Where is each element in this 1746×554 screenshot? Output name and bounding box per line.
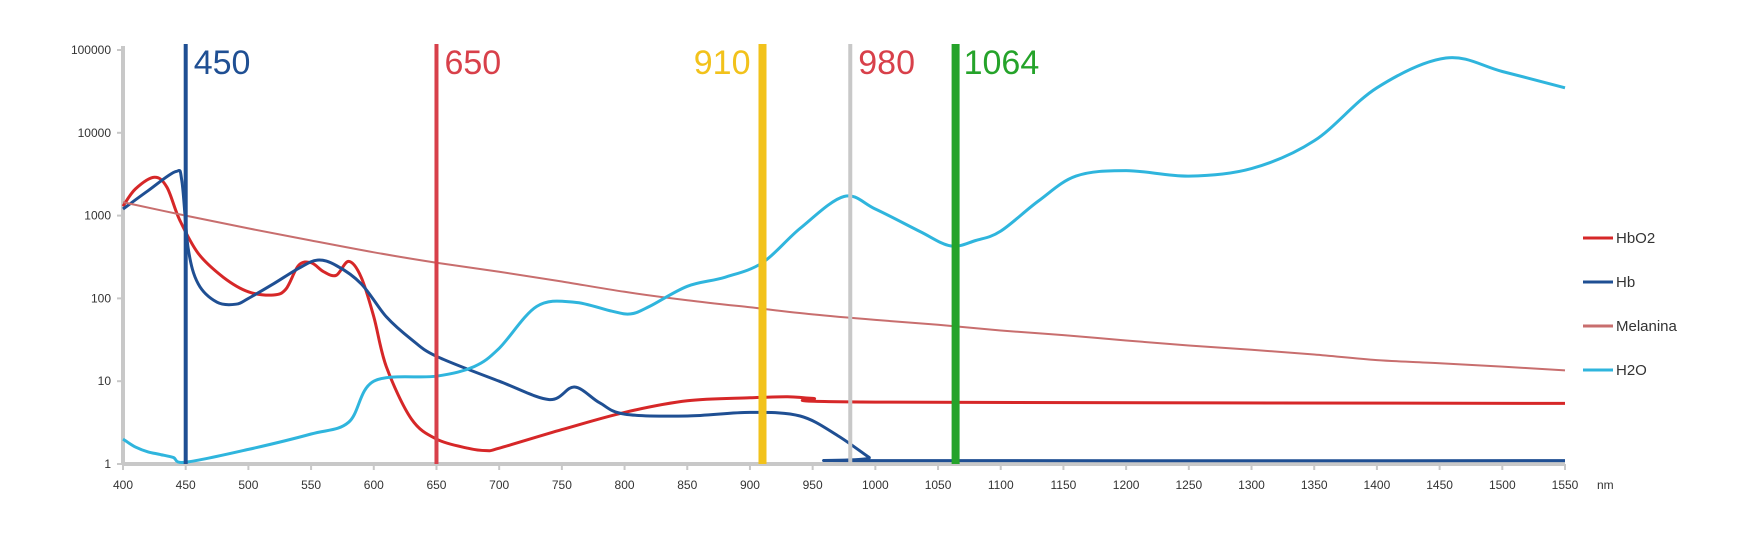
legend-label-hbo2: HbO2 bbox=[1616, 230, 1655, 247]
marker-label-1064: 1064 bbox=[964, 44, 1040, 82]
marker-label-450: 450 bbox=[194, 44, 251, 82]
x-tick-label: 900 bbox=[740, 478, 760, 492]
legend-label-hb: Hb bbox=[1616, 274, 1635, 291]
chart-axes bbox=[121, 46, 1565, 466]
x-tick-label: 1100 bbox=[988, 478, 1014, 492]
x-tick-label: 650 bbox=[426, 478, 446, 492]
y-tick-label: 10 bbox=[98, 374, 112, 388]
marker-label-980: 980 bbox=[858, 44, 915, 82]
y-tick-label: 1000 bbox=[84, 209, 111, 223]
y-tick-label: 10000 bbox=[78, 126, 112, 140]
marker-label-910: 910 bbox=[694, 44, 751, 82]
x-tick-label: 800 bbox=[615, 478, 635, 492]
x-tick-label: 1450 bbox=[1426, 478, 1453, 492]
y-axis-ticks: 1 10 100 1000 10000 100000 bbox=[71, 43, 123, 471]
x-tick-label: 1050 bbox=[925, 478, 952, 492]
x-tick-label: 600 bbox=[364, 478, 384, 492]
x-tick-label: 700 bbox=[489, 478, 509, 492]
series-line-h2o bbox=[122, 56, 1566, 464]
x-tick-label: 1000 bbox=[862, 478, 889, 492]
legend: HbO2 Hb Melanina H2O bbox=[1583, 230, 1678, 379]
legend-label-melanina: Melanina bbox=[1616, 318, 1678, 335]
x-tick-label: 1500 bbox=[1489, 478, 1516, 492]
x-tick-label: 750 bbox=[552, 478, 572, 492]
x-tick-label: 950 bbox=[803, 478, 823, 492]
x-tick-label: 1400 bbox=[1364, 478, 1391, 492]
x-axis-ticks: 400 450 500 550 600 650 700 750 800 850 900 950 1000… bbox=[113, 464, 1614, 492]
x-tick-label: 850 bbox=[677, 478, 697, 492]
x-tick-label: 1550 bbox=[1552, 478, 1579, 492]
marker-label-650: 650 bbox=[444, 44, 501, 82]
series-line-melanina bbox=[122, 201, 1566, 372]
x-tick-label: 550 bbox=[301, 478, 321, 492]
series-line-hb bbox=[122, 169, 1566, 463]
y-tick-label: 100000 bbox=[71, 43, 111, 57]
x-tick-label: 1300 bbox=[1238, 478, 1265, 492]
series-lines bbox=[121, 56, 1566, 464]
legend-label-h2o: H2O bbox=[1616, 362, 1647, 379]
x-axis-unit: nm bbox=[1597, 478, 1614, 492]
wavelength-markers: 450 650 910 980 1064 bbox=[183, 44, 1040, 464]
series-line-hbo2 bbox=[121, 175, 1566, 453]
x-tick-label: 1250 bbox=[1175, 478, 1202, 492]
x-tick-label: 1150 bbox=[1051, 478, 1077, 492]
x-tick-label: 500 bbox=[238, 478, 258, 492]
x-tick-label: 1200 bbox=[1113, 478, 1140, 492]
y-tick-label: 100 bbox=[91, 291, 111, 305]
x-tick-label: 1350 bbox=[1301, 478, 1328, 492]
x-tick-label: 400 bbox=[113, 478, 133, 492]
y-tick-label: 1 bbox=[104, 457, 111, 471]
x-tick-label: 450 bbox=[176, 478, 196, 492]
